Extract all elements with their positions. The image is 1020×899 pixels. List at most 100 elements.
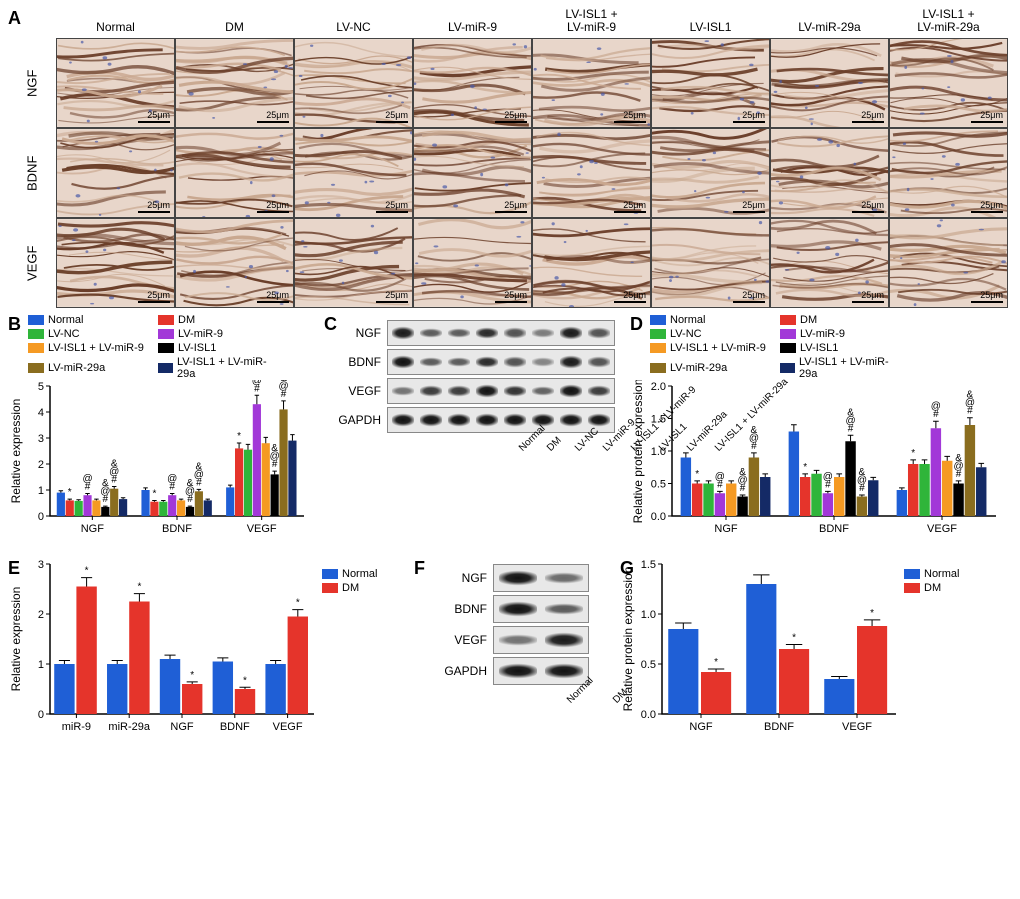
svg-text:*: *: [243, 675, 247, 686]
blot-band: [448, 328, 470, 339]
svg-text:&: &: [187, 478, 194, 489]
blot-band: [476, 413, 498, 427]
scale-bar: 25μm: [614, 291, 646, 303]
row-b-c-d: B NormalDMLV-NCLV-miR-9LV-ISL1 + LV-miR-…: [8, 314, 1012, 550]
svg-text:3: 3: [38, 433, 44, 445]
svg-text:&: &: [751, 425, 758, 436]
legend-swatch: [28, 363, 44, 373]
svg-text:miR-9: miR-9: [62, 721, 91, 733]
legend-swatch: [158, 315, 174, 325]
blot-band: [504, 356, 526, 367]
svg-text:*: *: [190, 670, 194, 681]
svg-text:miR-29a: miR-29a: [108, 721, 150, 733]
column-header: LV-miR-29a: [770, 8, 889, 38]
micrograph: 25μm: [889, 38, 1008, 128]
svg-text:&: &: [196, 461, 203, 472]
legend-item: Normal: [650, 314, 770, 326]
panel-a: A NormalDMLV-NCLV-miR-9LV-ISL1 + LV-miR-…: [8, 8, 1012, 308]
svg-text:0: 0: [38, 511, 44, 523]
blot-row: VEGF: [439, 626, 589, 654]
panel-d-legend: NormalDMLV-NCLV-miR-9LV-ISL1 + LV-miR-9L…: [630, 314, 910, 380]
svg-text:BDNF: BDNF: [162, 523, 192, 535]
blot-band: [532, 386, 554, 397]
blot-band: [545, 603, 582, 615]
blot-lane-label: LV-NC: [573, 446, 622, 495]
svg-text:*: *: [714, 657, 718, 668]
blot-band: [392, 326, 414, 340]
blot-strip: [387, 378, 615, 404]
legend-item: DM: [158, 314, 278, 326]
svg-text:@: @: [252, 380, 262, 386]
blot-protein-label: BDNF: [439, 602, 493, 616]
svg-text:2.0: 2.0: [651, 381, 666, 393]
column-header: LV-NC: [294, 8, 413, 38]
svg-text:0.5: 0.5: [641, 659, 656, 671]
blot-protein-label: NGF: [439, 571, 493, 585]
blot-row: BDNF: [439, 595, 589, 623]
panel-e-label: E: [8, 558, 20, 579]
legend-item: LV-ISL1: [158, 342, 278, 354]
scale-bar: 25μm: [614, 201, 646, 213]
scale-bar: 25μm: [376, 111, 408, 123]
panel-f: F NGFBDNFVEGFGAPDHNormalDM: [414, 558, 614, 760]
legend-item: DM: [322, 582, 402, 594]
blot-strip: [493, 595, 589, 623]
figure: A NormalDMLV-NCLV-miR-9LV-ISL1 + LV-miR-…: [8, 8, 1012, 760]
blot-band: [560, 355, 582, 369]
svg-text:1: 1: [38, 485, 44, 497]
svg-text:&: &: [739, 467, 746, 478]
blot-band: [532, 357, 554, 366]
micrograph: 25μm: [413, 38, 532, 128]
legend-swatch: [904, 583, 920, 593]
svg-text:NGF: NGF: [170, 721, 194, 733]
micrograph: 25μm: [413, 218, 532, 308]
legend-text: LV-miR-29a: [670, 362, 727, 374]
svg-text:*: *: [137, 582, 141, 593]
scale-bar: 25μm: [495, 291, 527, 303]
column-header: LV-ISL1 + LV-miR-29a: [889, 8, 1008, 38]
svg-text:0.0: 0.0: [651, 511, 666, 523]
legend-text: DM: [800, 314, 817, 326]
micrograph: 25μm: [56, 38, 175, 128]
micrograph: 25μm: [175, 218, 294, 308]
blot-band: [504, 327, 526, 338]
blot-band: [560, 384, 582, 398]
scale-bar: 25μm: [257, 111, 289, 123]
panel-g: G 0.00.51.01.5Relative protein expressio…: [620, 558, 1000, 760]
micrograph: 25μm: [889, 128, 1008, 218]
legend-text: LV-miR-9: [800, 328, 845, 340]
legend-swatch: [322, 569, 338, 579]
blot-strip: [493, 626, 589, 654]
micrograph: 25μm: [770, 218, 889, 308]
legend-swatch: [780, 329, 796, 339]
svg-text:*: *: [237, 431, 241, 442]
svg-text:&: &: [102, 478, 109, 489]
row-label: NGF: [8, 38, 56, 128]
blot-protein-label: VEGF: [333, 384, 387, 398]
svg-text:*: *: [870, 608, 874, 619]
blot-row: NGF: [333, 320, 615, 346]
panel-d-label: D: [630, 314, 643, 335]
scale-bar: 25μm: [138, 111, 170, 123]
legend-text: Normal: [342, 568, 377, 580]
svg-text:2: 2: [38, 609, 44, 621]
blot-strip: [387, 349, 615, 375]
scale-bar: 25μm: [733, 291, 765, 303]
micrograph: 25μm: [889, 218, 1008, 308]
blot-band: [545, 572, 582, 584]
row-label: BDNF: [8, 128, 56, 218]
blot-protein-label: VEGF: [439, 633, 493, 647]
svg-text:Relative expression: Relative expression: [9, 399, 23, 504]
micrograph: 25μm: [56, 218, 175, 308]
svg-text:VEGF: VEGF: [247, 523, 277, 535]
scale-bar: 25μm: [376, 291, 408, 303]
blot-row: BDNF: [333, 349, 615, 375]
micrograph: 25μm: [651, 128, 770, 218]
column-header: LV-miR-9: [413, 8, 532, 38]
svg-text:2: 2: [38, 459, 44, 471]
row-e-f-g: E 0123Relative expression*miR-9*miR-29a*…: [8, 558, 1012, 760]
legend-swatch: [780, 363, 795, 373]
svg-text:1.0: 1.0: [641, 609, 656, 621]
svg-text:*: *: [792, 632, 796, 643]
legend-item: LV-ISL1 + LV-miR-29a: [158, 356, 278, 380]
